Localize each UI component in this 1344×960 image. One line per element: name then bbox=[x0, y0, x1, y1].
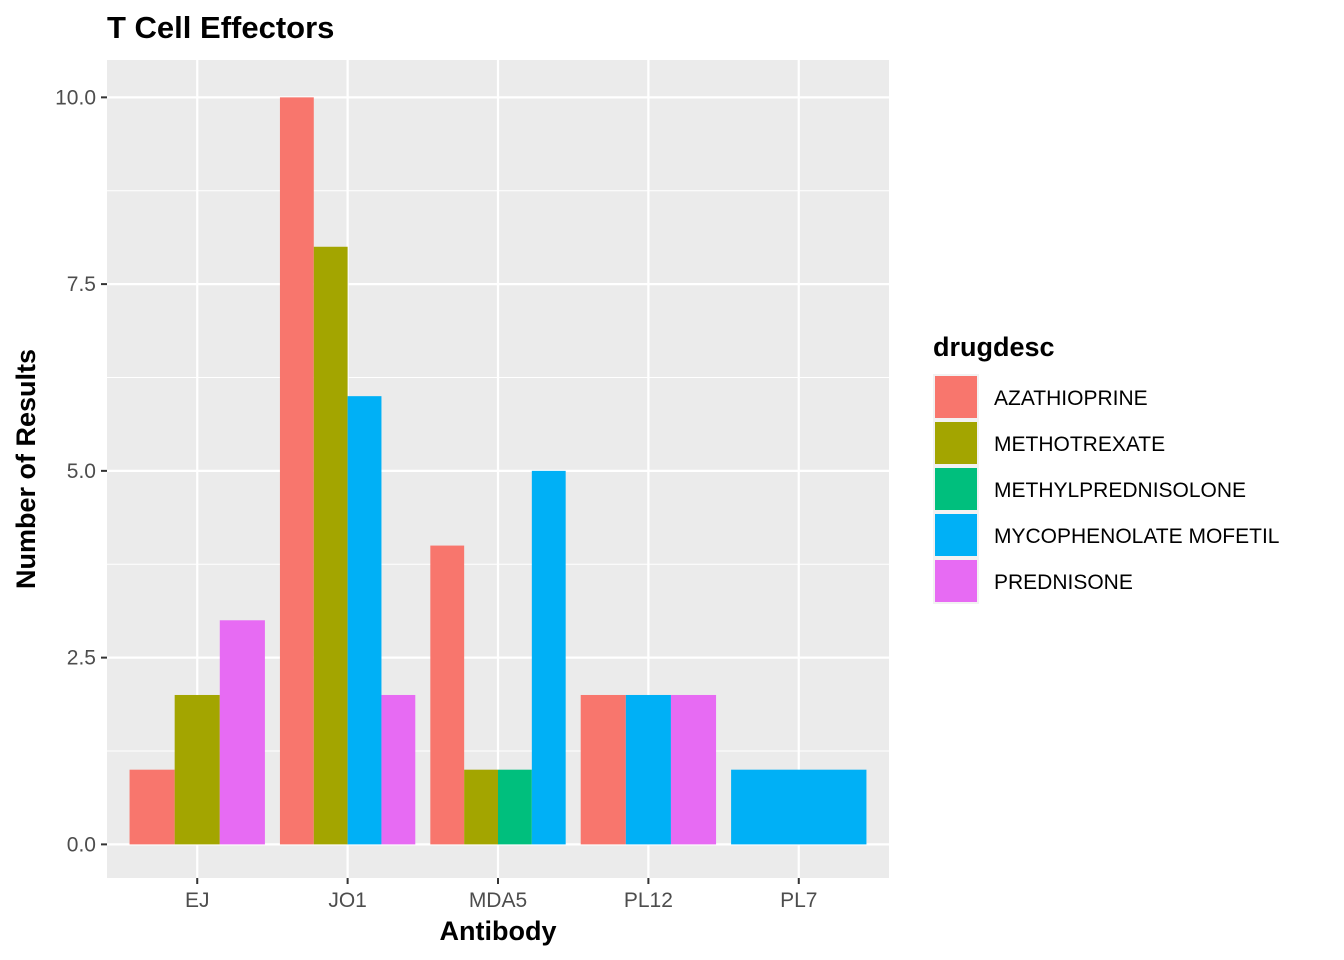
legend-label: AZATHIOPRINE bbox=[994, 387, 1148, 410]
bar bbox=[580, 694, 626, 845]
legend-swatch bbox=[935, 514, 977, 556]
bar bbox=[219, 620, 265, 845]
bar bbox=[279, 97, 314, 845]
x-tick-label: JO1 bbox=[328, 889, 367, 912]
chart-title: T Cell Effectors bbox=[107, 10, 334, 45]
x-tick-label: PL7 bbox=[780, 889, 817, 912]
x-axis-title: Antibody bbox=[440, 916, 557, 946]
legend-label: MYCOPHENOLATE MOFETIL bbox=[994, 525, 1279, 548]
y-tick-label: 2.5 bbox=[67, 647, 96, 670]
y-tick-label: 10.0 bbox=[55, 86, 96, 109]
bars bbox=[129, 97, 867, 845]
y-tick-label: 0.0 bbox=[67, 833, 96, 856]
bar bbox=[670, 694, 717, 845]
legend-swatch bbox=[935, 422, 977, 464]
bar bbox=[625, 694, 671, 845]
legend-title: drugdesc bbox=[933, 332, 1055, 362]
x-tick-label: EJ bbox=[185, 889, 210, 912]
legend-swatch bbox=[935, 376, 977, 418]
y-axis-title: Number of Results bbox=[11, 349, 41, 589]
x-tick-label: PL12 bbox=[624, 889, 673, 912]
legend-swatch bbox=[935, 560, 977, 602]
bar bbox=[347, 396, 382, 845]
legend-swatch bbox=[935, 468, 977, 510]
bar bbox=[174, 694, 220, 845]
legend-label: METHYLPREDNISOLONE bbox=[994, 479, 1246, 502]
bar bbox=[430, 545, 465, 845]
bar bbox=[498, 769, 532, 845]
legend-label: METHOTREXATE bbox=[994, 433, 1165, 456]
bar bbox=[731, 769, 867, 845]
bar bbox=[531, 470, 566, 845]
x-tick-label: MDA5 bbox=[469, 889, 527, 912]
y-tick-label: 5.0 bbox=[67, 460, 96, 483]
bar bbox=[129, 769, 175, 845]
y-axis: 0.0 2.5 5.0 7.5 10.0 bbox=[55, 86, 107, 856]
bar bbox=[381, 694, 416, 845]
legend: drugdesc AZATHIOPRINE METHOTREXATE METHYLP… bbox=[933, 332, 1279, 604]
bar bbox=[313, 246, 348, 845]
x-axis: EJ JO1 MDA5 PL12 PL7 bbox=[185, 878, 817, 912]
bar bbox=[464, 769, 498, 845]
y-tick-label: 7.5 bbox=[67, 273, 96, 296]
legend-label: PREDNISONE bbox=[994, 571, 1133, 594]
